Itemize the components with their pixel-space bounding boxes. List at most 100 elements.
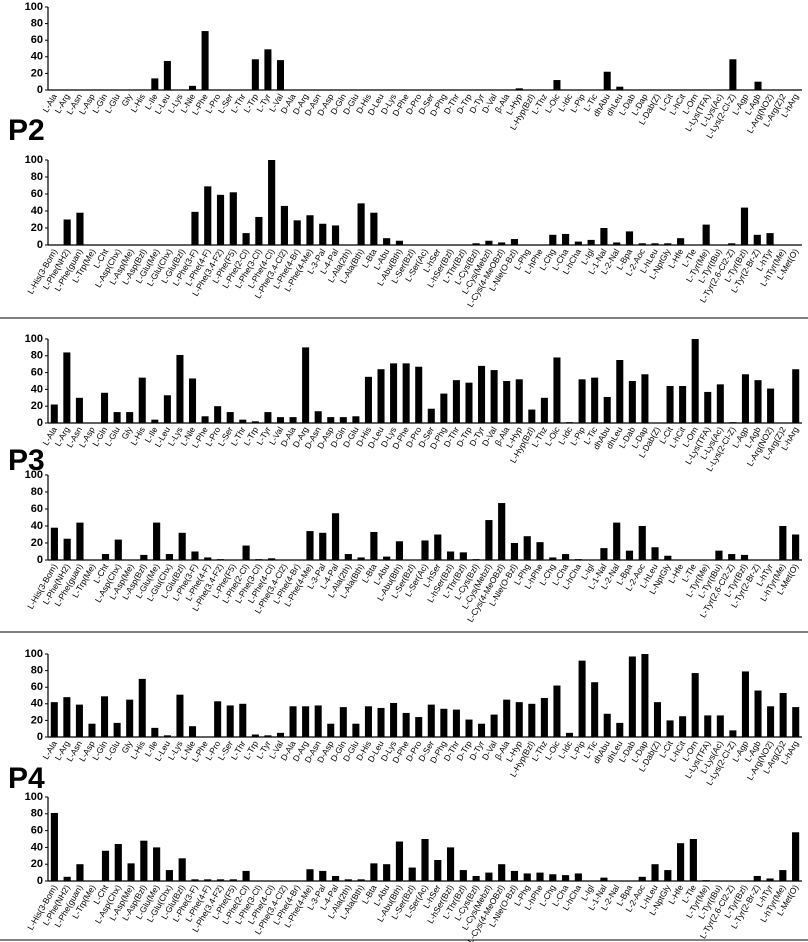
bar bbox=[741, 374, 749, 423]
y-tick-label: 60 bbox=[31, 367, 43, 379]
bar bbox=[383, 556, 391, 560]
y-tick-label: 80 bbox=[31, 665, 43, 677]
y-tick-label: 40 bbox=[31, 383, 43, 395]
bar bbox=[402, 712, 410, 737]
bar bbox=[549, 874, 557, 881]
bar bbox=[383, 864, 391, 881]
bar bbox=[377, 707, 385, 737]
bar bbox=[446, 551, 455, 560]
bar bbox=[370, 212, 378, 245]
bar bbox=[63, 352, 71, 423]
bar bbox=[204, 186, 212, 245]
bar bbox=[191, 551, 199, 560]
bar bbox=[766, 233, 774, 245]
bar bbox=[427, 408, 435, 423]
y-tick-label: 100 bbox=[25, 333, 43, 345]
bar bbox=[754, 81, 762, 90]
y-tick-label: 40 bbox=[31, 520, 43, 532]
bar bbox=[188, 726, 197, 737]
y-tick-label: 0 bbox=[37, 239, 43, 251]
bar bbox=[625, 550, 634, 560]
bar bbox=[214, 406, 222, 423]
bar bbox=[370, 531, 378, 560]
bar bbox=[591, 377, 599, 423]
bar bbox=[50, 527, 58, 560]
bar bbox=[140, 840, 148, 881]
bar bbox=[251, 734, 259, 737]
bar bbox=[549, 234, 557, 245]
bar bbox=[616, 86, 624, 90]
bar bbox=[178, 532, 186, 560]
bar bbox=[574, 873, 582, 881]
bar bbox=[613, 242, 621, 245]
bar bbox=[268, 558, 276, 560]
bar bbox=[689, 839, 697, 881]
bar bbox=[472, 243, 480, 245]
bar bbox=[306, 531, 314, 560]
bar bbox=[191, 879, 199, 881]
bar bbox=[357, 879, 365, 881]
bar bbox=[792, 369, 800, 423]
bar bbox=[779, 693, 787, 737]
bar bbox=[478, 365, 486, 423]
bar bbox=[510, 543, 519, 560]
bar bbox=[408, 867, 416, 881]
bar bbox=[327, 723, 335, 737]
bar bbox=[75, 397, 83, 423]
bar bbox=[702, 224, 710, 245]
bar bbox=[188, 85, 197, 90]
bar bbox=[792, 832, 800, 881]
bar bbox=[728, 243, 736, 245]
y-tick-label: 40 bbox=[31, 205, 43, 217]
bar bbox=[729, 422, 737, 423]
bar bbox=[331, 513, 340, 560]
bar bbox=[276, 732, 285, 737]
bar bbox=[415, 717, 423, 737]
y-tick-label: 60 bbox=[31, 34, 43, 46]
bar bbox=[421, 540, 429, 560]
y-tick-label: 40 bbox=[31, 51, 43, 63]
bar bbox=[357, 557, 365, 560]
bar bbox=[264, 49, 272, 90]
bar bbox=[216, 559, 225, 560]
bar bbox=[306, 869, 314, 881]
bar bbox=[779, 526, 787, 560]
bar bbox=[63, 219, 71, 245]
y-tick-label: 0 bbox=[37, 731, 43, 743]
bar bbox=[666, 720, 674, 737]
bar bbox=[490, 714, 498, 737]
bar bbox=[255, 559, 263, 560]
bar bbox=[390, 702, 398, 737]
bar bbox=[113, 412, 121, 423]
y-tick-label: 40 bbox=[31, 841, 43, 853]
bar bbox=[390, 363, 398, 423]
bar bbox=[191, 211, 199, 245]
bar bbox=[280, 205, 289, 245]
bar bbox=[188, 378, 197, 423]
bar bbox=[306, 215, 314, 245]
bar bbox=[352, 416, 360, 423]
bar bbox=[578, 379, 586, 423]
bar bbox=[653, 702, 662, 737]
bar bbox=[587, 239, 595, 245]
bar bbox=[574, 559, 582, 560]
bar bbox=[242, 870, 250, 881]
bar bbox=[163, 60, 171, 90]
bar bbox=[357, 203, 365, 245]
bar bbox=[88, 723, 96, 737]
bar bbox=[314, 411, 322, 423]
bar bbox=[478, 723, 486, 737]
bar bbox=[176, 694, 184, 737]
bar bbox=[729, 730, 737, 737]
bar bbox=[138, 678, 146, 737]
y-tick-label: 80 bbox=[31, 486, 43, 498]
bar bbox=[63, 876, 71, 881]
bar bbox=[715, 550, 723, 560]
bar bbox=[255, 216, 263, 245]
bar bbox=[201, 31, 209, 90]
bar bbox=[339, 417, 347, 423]
bar bbox=[101, 392, 109, 423]
bar bbox=[549, 557, 557, 560]
bar bbox=[600, 228, 608, 245]
bar bbox=[679, 386, 687, 423]
